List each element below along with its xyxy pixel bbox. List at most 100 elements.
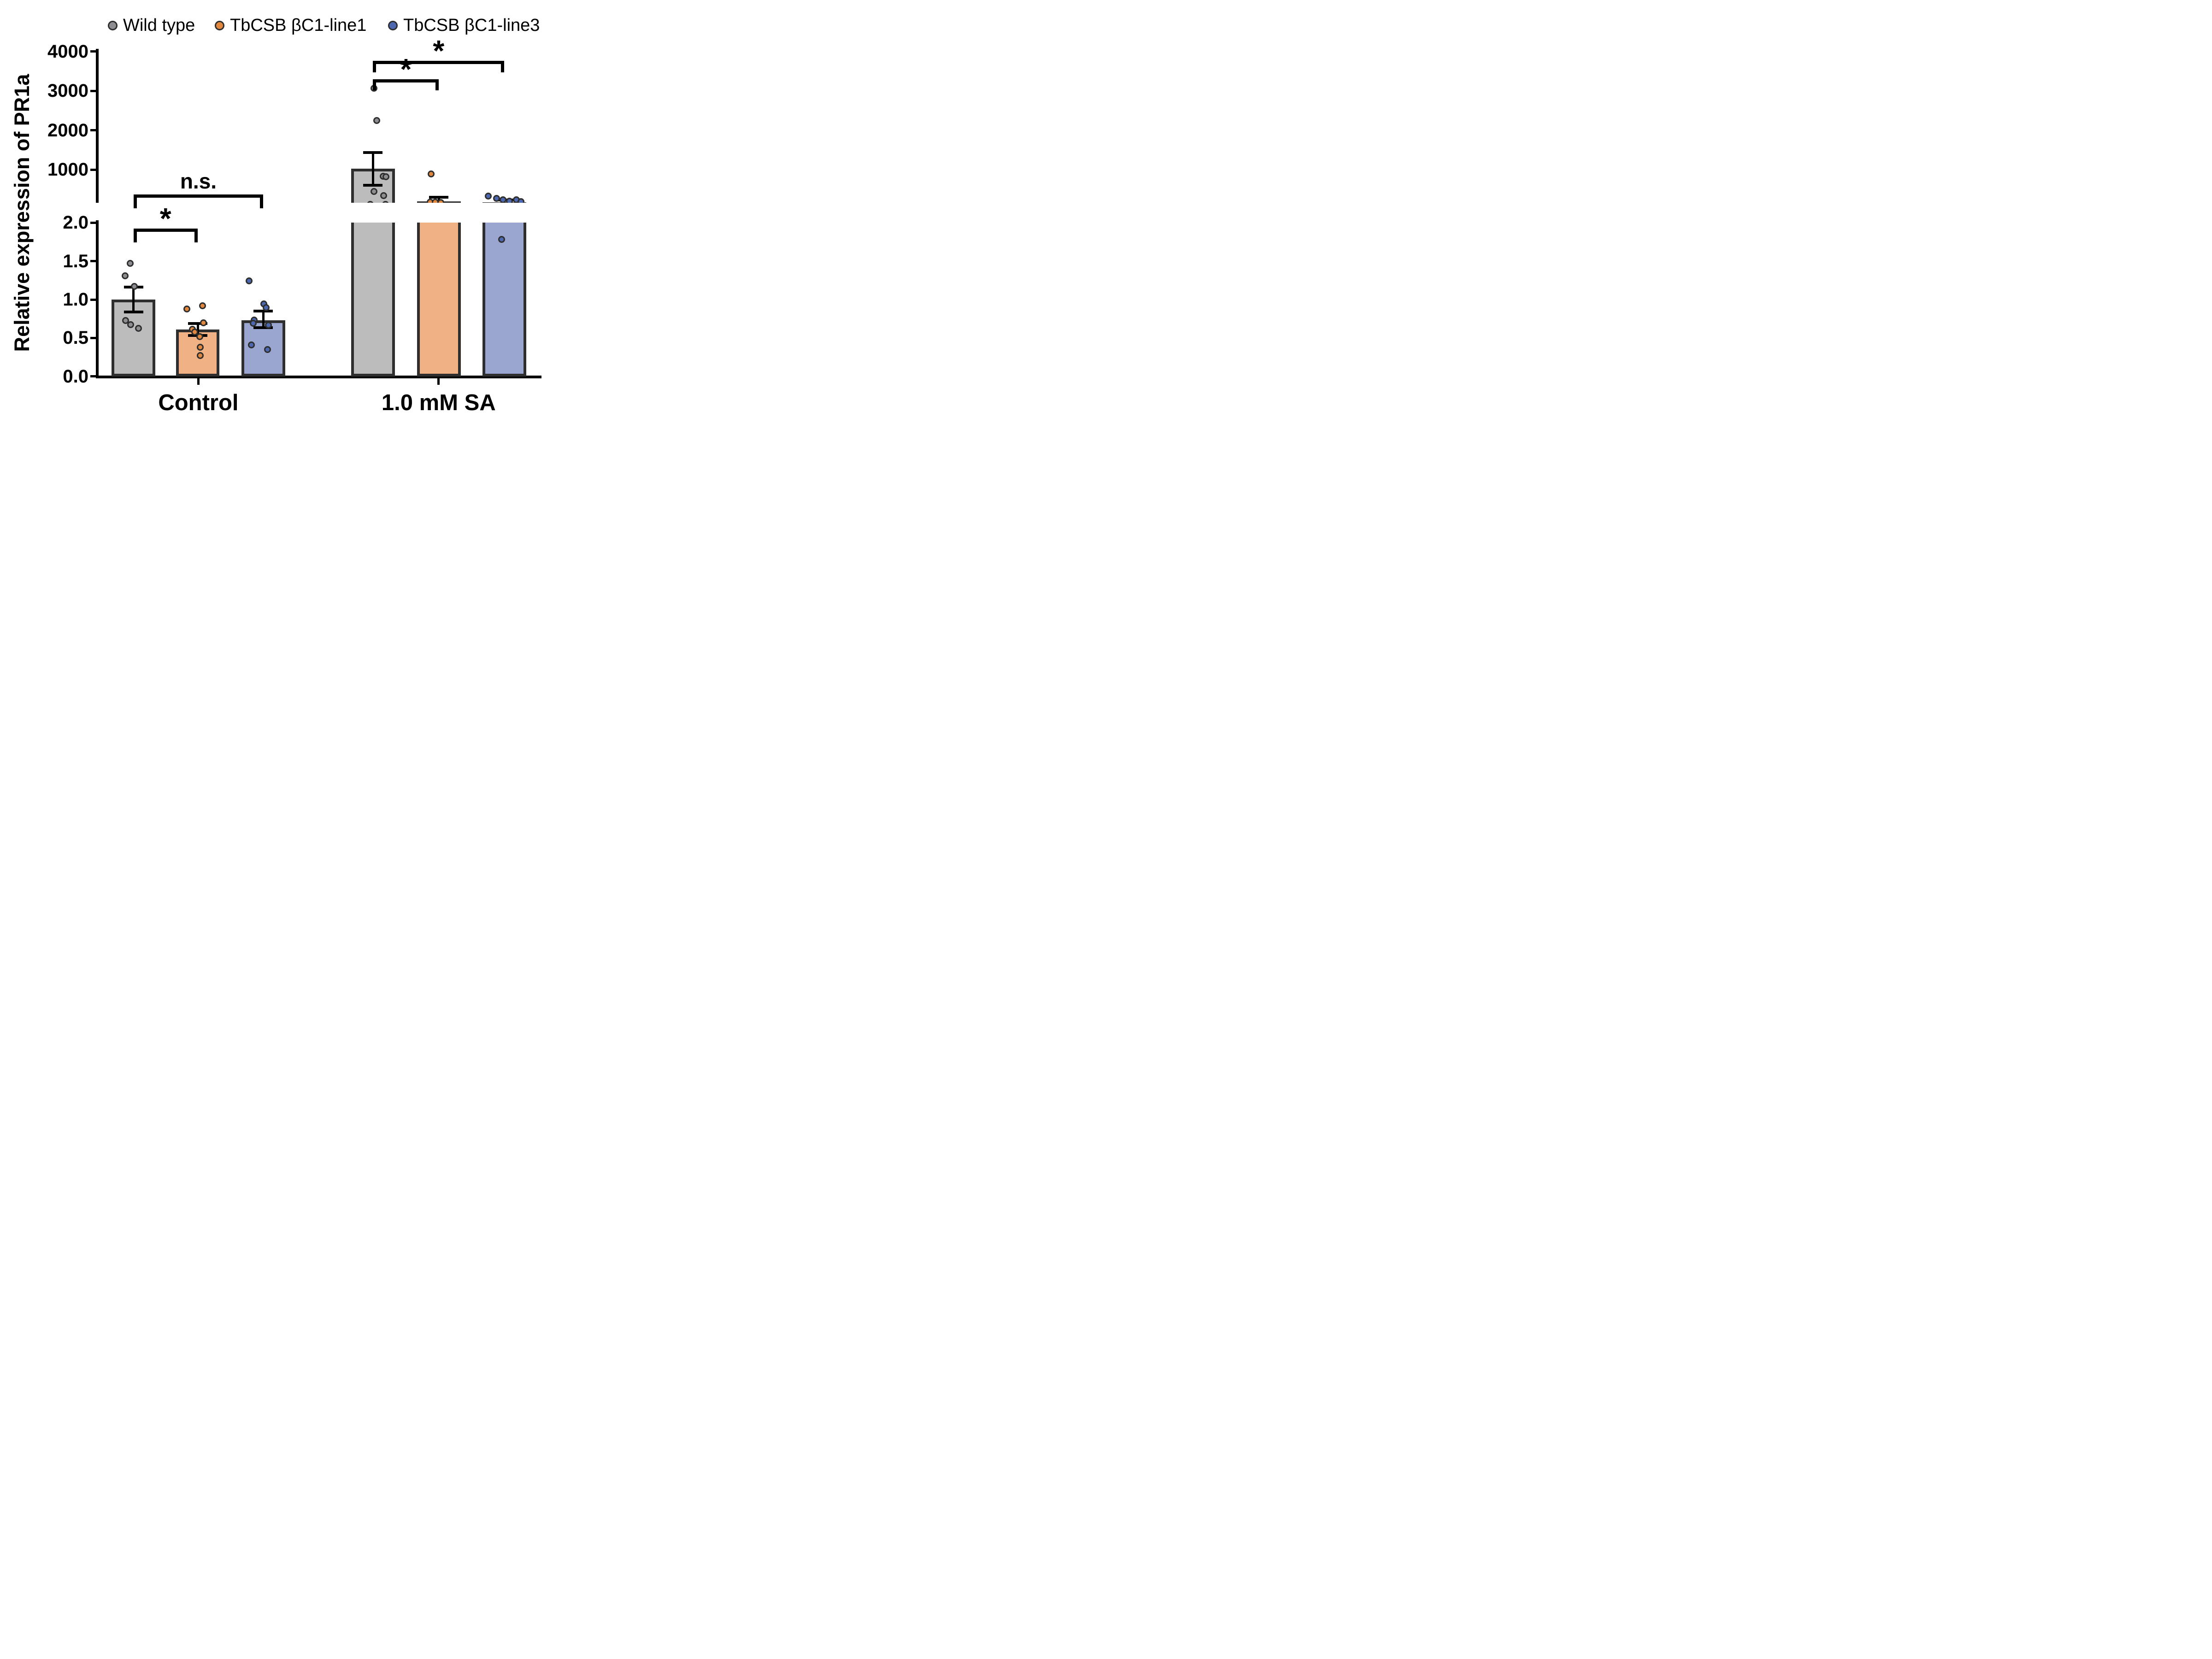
error-bar-stem [196,323,199,335]
y-axis-bottom-segment [96,220,99,378]
bracket-label: * [159,202,171,235]
bracket-end [133,229,137,242]
scatter-point-tbcsb-c1-line1 [191,329,198,336]
scatter-point-tbcsb-c1-line1 [437,199,444,203]
scatter-point-tbcsb-c1-line3 [500,196,506,203]
bar-tbcsb-c1-line3-1-0-mm-sa-lower [482,223,526,377]
x-group-tick [437,377,440,385]
error-bar-stem [371,153,374,186]
bracket-end [260,194,264,208]
y-tick-mark [90,168,96,171]
scatter-point-wild-type [366,200,374,203]
scatter-point-tbcsb-c1-line3 [517,198,524,203]
bar-wild-type-1-0-mm-sa-lower [351,223,395,377]
legend-marker-tbcsb-c1-line3 [388,20,398,30]
y-tick-mark [90,260,96,263]
y-tick-mark [90,129,96,131]
y-tick-label: 0.5 [63,328,88,348]
legend-marker-tbcsb-c1-line1 [215,20,224,30]
bracket-line [133,194,264,198]
legend-label: TbCSB βC1-line1 [230,15,367,35]
legend-label: TbCSB βC1-line3 [403,15,540,35]
scatter-point-tbcsb-c1-line3 [485,192,492,200]
scatter-point-tbcsb-c1-line3 [264,346,271,353]
y-tick-label: 1.0 [63,289,88,310]
legend-label: Wild type [123,15,195,35]
scatter-point-wild-type [380,192,387,199]
y-tick-label: 0.0 [63,366,88,387]
y-tick-mark [90,50,96,53]
y-tick-mark [90,221,96,224]
x-group-label: Control [158,390,239,415]
bracket-end [373,79,377,90]
bracket-label: * [400,53,412,86]
y-tick-label: 2000 [47,120,88,141]
top-plot-area [96,49,541,203]
scatter-point-tbcsb-c1-line3 [493,195,500,202]
scatter-point-wild-type [382,173,390,180]
bracket-end [133,194,137,208]
error-bar-cap-top [363,151,383,154]
scatter-point-wild-type [373,117,381,124]
scatter-point-tbcsb-c1-line1 [200,319,207,326]
scatter-point-wild-type [127,321,134,328]
scatter-point-tbcsb-c1-line1 [197,343,204,351]
scatter-point-tbcsb-c1-line1 [183,305,190,312]
error-bar-cap-bottom [363,184,383,187]
scatter-point-tbcsb-c1-line1 [197,352,204,359]
bracket-line [373,79,439,82]
scatter-point-wild-type [131,283,138,290]
bracket-end [373,61,377,72]
scatter-point-tbcsb-c1-line3 [247,341,255,349]
x-group-label: 1.0 mM SA [381,390,496,415]
y-tick-label: 2.0 [63,212,88,233]
scatter-point-tbcsb-c1-line1 [199,302,206,309]
bracket-line [373,61,505,64]
y-tick-mark [90,298,96,301]
scatter-point-tbcsb-c1-line3 [263,304,270,311]
scatter-point-tbcsb-c1-line3 [250,319,257,327]
error-bar-stem [262,311,265,328]
error-bar-cap-bottom [253,326,273,329]
bottom-plot-area [96,223,541,377]
scatter-point-tbcsb-c1-line1 [428,170,435,177]
legend-item-tbcsb-c1-line3: TbCSB βC1-line3 [388,16,540,35]
error-bar-cap-top [429,196,449,199]
y-tick-mark [90,336,96,339]
y-tick-label: 4000 [47,41,88,62]
y-axis-title: Relative expression of PR1a [10,74,34,352]
figure-root: Relative expression of PR1a Wild type TbC… [0,0,553,415]
x-axis [96,376,541,378]
y-tick-label: 3000 [47,81,88,101]
legend-item-tbcsb-c1-line1: TbCSB βC1-line1 [215,16,366,35]
scatter-point-tbcsb-c1-line1 [196,333,203,340]
bracket-label: * [433,34,445,67]
scatter-point-tbcsb-c1-line3 [245,277,253,285]
scatter-point-tbcsb-c1-line3 [265,321,272,329]
error-bar-cap-top [188,322,207,325]
bracket-label: n.s. [180,169,217,193]
scatter-point-wild-type [135,324,142,332]
scatter-point-tbcsb-c1-line3 [506,198,513,203]
y-tick-mark [90,375,96,378]
bracket-line [133,229,198,232]
bar-tbcsb-c1-line1-1-0-mm-sa-lower [417,223,461,377]
error-bar-stem [132,287,135,312]
legend-item-wild-type: Wild type [108,16,195,35]
bracket-end [501,61,505,72]
bracket-end [194,229,198,242]
scatter-point-wild-type [370,188,377,195]
y-axis-top-segment [96,49,99,203]
error-bar-cap-bottom [124,310,143,313]
error-bar-cap-top [253,310,273,312]
scatter-point-wild-type [122,272,129,279]
x-group-tick [197,377,200,385]
y-tick-mark [90,89,96,92]
scatter-point-wild-type [122,317,129,324]
scatter-point-tbcsb-c1-line3 [498,236,505,243]
scatter-point-wild-type [126,260,134,267]
y-tick-label: 1.5 [63,251,88,271]
legend-marker-wild-type [108,20,118,30]
bracket-end [435,79,439,90]
y-tick-label: 1000 [47,159,88,180]
